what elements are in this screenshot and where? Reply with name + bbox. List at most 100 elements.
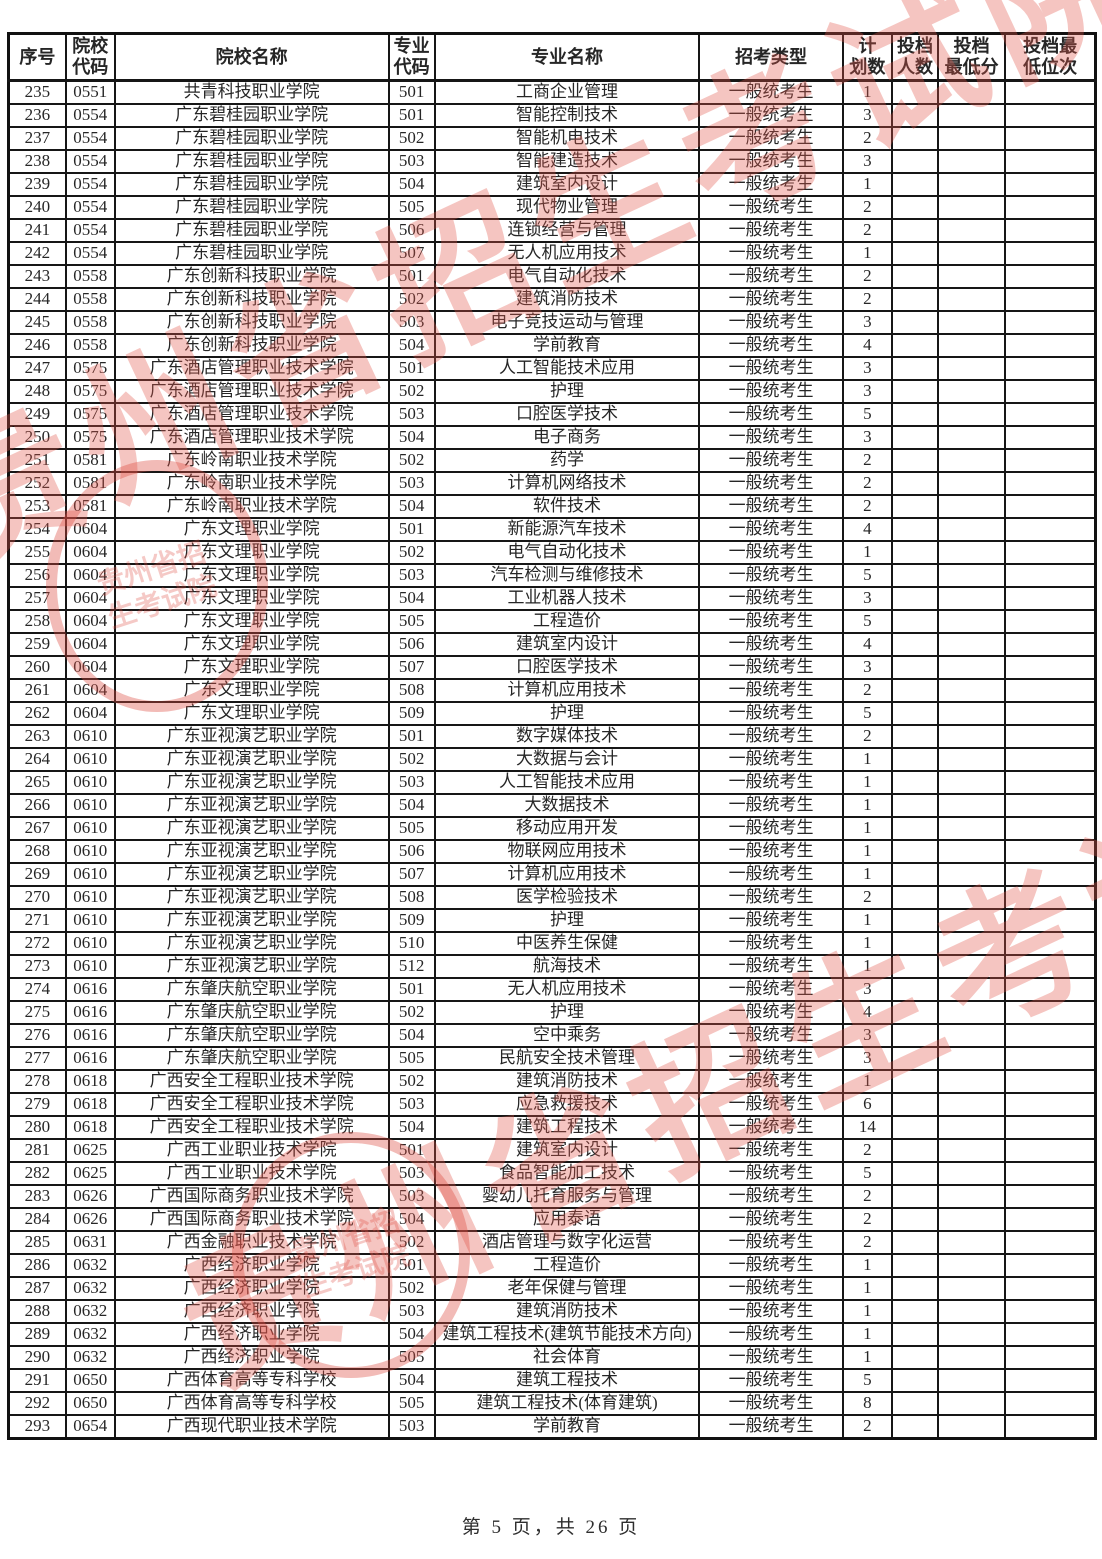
table-cell: 食品智能加工技术 bbox=[433, 1161, 701, 1186]
table-cell: 2 bbox=[841, 218, 893, 243]
table-cell: 广东肇庆航空职业学院 bbox=[113, 1046, 390, 1071]
table-cell: 0618 bbox=[64, 1092, 116, 1117]
table-cell: 1 bbox=[841, 747, 893, 772]
table-row: 249 0575 广东酒店管理职业技术学院 503 口腔医学技术 一般统考生 5 bbox=[7, 402, 1097, 427]
table-cell: 0625 bbox=[64, 1161, 116, 1186]
table-cell: 255 bbox=[7, 540, 67, 565]
table-cell bbox=[937, 1230, 1007, 1255]
table-cell: 505 bbox=[387, 1391, 436, 1416]
table-cell: 一般统考生 bbox=[698, 1138, 844, 1163]
table-cell: 建筑消防技术 bbox=[433, 1299, 701, 1324]
table-cell bbox=[937, 79, 1007, 105]
table-cell: 一般统考生 bbox=[698, 908, 844, 933]
table-cell: 291 bbox=[7, 1368, 67, 1393]
table-cell: 0575 bbox=[64, 402, 116, 427]
table-cell: 282 bbox=[7, 1161, 67, 1186]
table-cell bbox=[890, 356, 940, 381]
table-cell: 504 bbox=[387, 333, 436, 358]
table-cell: 老年保健与管理 bbox=[433, 1276, 701, 1301]
table-cell bbox=[1004, 264, 1097, 289]
table-cell bbox=[890, 1253, 940, 1278]
table-cell: 一般统考生 bbox=[698, 1000, 844, 1025]
table-row: 291 0650 广西体育高等专科学校 504 建筑工程技术 一般统考生 5 bbox=[7, 1368, 1097, 1393]
table-cell bbox=[890, 1161, 940, 1186]
table-row: 253 0581 广东岭南职业技术学院 504 软件技术 一般统考生 2 bbox=[7, 494, 1097, 519]
table-cell: 241 bbox=[7, 218, 67, 243]
table-cell: 259 bbox=[7, 632, 67, 657]
table-cell: 一般统考生 bbox=[698, 1414, 844, 1440]
table-cell bbox=[937, 839, 1007, 864]
table-cell: 502 bbox=[387, 1069, 436, 1094]
table-cell: 广西经济职业学院 bbox=[113, 1322, 390, 1347]
table-cell: 共青科技职业学院 bbox=[113, 79, 390, 105]
table-cell: 0558 bbox=[64, 264, 116, 289]
table-cell: 0616 bbox=[64, 1046, 116, 1071]
table-cell: 广西安全工程职业技术学院 bbox=[113, 1115, 390, 1140]
table-cell: 5 bbox=[841, 1368, 893, 1393]
table-cell: 278 bbox=[7, 1069, 67, 1094]
table-cell: 503 bbox=[387, 1414, 436, 1440]
table-cell: 1 bbox=[841, 79, 893, 105]
table-row: 272 0610 广东亚视演艺职业学院 510 中医养生保健 一般统考生 1 bbox=[7, 931, 1097, 956]
table-cell bbox=[1004, 1069, 1097, 1094]
table-cell: 民航安全技术管理 bbox=[433, 1046, 701, 1071]
table-cell bbox=[890, 126, 940, 151]
table-cell: 502 bbox=[387, 1276, 436, 1301]
table-cell bbox=[890, 1207, 940, 1232]
table-cell: 0610 bbox=[64, 931, 116, 956]
table-cell: 5 bbox=[841, 1161, 893, 1186]
table-cell bbox=[890, 609, 940, 634]
table-cell: 501 bbox=[387, 724, 436, 749]
table-cell bbox=[1004, 701, 1097, 726]
table-cell bbox=[890, 977, 940, 1002]
table-cell: 广东文理职业学院 bbox=[113, 701, 390, 726]
table-cell: 0581 bbox=[64, 494, 116, 519]
table-row: 292 0650 广西体育高等专科学校 505 建筑工程技术(体育建筑) 一般统考生 8 bbox=[7, 1391, 1097, 1416]
table-cell: 广东碧桂园职业学院 bbox=[113, 195, 390, 220]
table-row: 285 0631 广西金融职业技术学院 502 酒店管理与数字化运营 一般统考生 2 bbox=[7, 1230, 1097, 1255]
table-cell bbox=[937, 356, 1007, 381]
table-cell bbox=[937, 218, 1007, 243]
table-row: 244 0558 广东创新科技职业学院 502 建筑消防技术 一般统考生 2 bbox=[7, 287, 1097, 312]
table-cell bbox=[890, 655, 940, 680]
table-cell: 258 bbox=[7, 609, 67, 634]
table-cell bbox=[1004, 954, 1097, 979]
table-cell bbox=[937, 540, 1007, 565]
table-cell: 504 bbox=[387, 793, 436, 818]
table-cell: 0604 bbox=[64, 678, 116, 703]
table-cell bbox=[890, 379, 940, 404]
table-cell: 智能控制技术 bbox=[433, 103, 701, 128]
table-cell: 广西国际商务职业技术学院 bbox=[113, 1184, 390, 1209]
table-cell: 一般统考生 bbox=[698, 862, 844, 887]
table-cell: 广东岭南职业技术学院 bbox=[113, 494, 390, 519]
table-cell: 婴幼儿托育服务与管理 bbox=[433, 1184, 701, 1209]
table-cell: 一般统考生 bbox=[698, 195, 844, 220]
table-cell: 504 bbox=[387, 172, 436, 197]
table-cell: 广东亚视演艺职业学院 bbox=[113, 839, 390, 864]
table-cell: 0654 bbox=[64, 1414, 116, 1440]
table-cell: 0575 bbox=[64, 356, 116, 381]
table-cell bbox=[1004, 1000, 1097, 1025]
table-cell: 504 bbox=[387, 494, 436, 519]
table-cell bbox=[1004, 1207, 1097, 1232]
table-row: 239 0554 广东碧桂园职业学院 504 建筑室内设计 一般统考生 1 bbox=[7, 172, 1097, 197]
table-cell: 3 bbox=[841, 379, 893, 404]
table-cell: 510 bbox=[387, 931, 436, 956]
table-cell: 273 bbox=[7, 954, 67, 979]
table-cell bbox=[1004, 747, 1097, 772]
table-cell: 一般统考生 bbox=[698, 816, 844, 841]
table-cell: 503 bbox=[387, 1184, 436, 1209]
table-cell: 广东文理职业学院 bbox=[113, 563, 390, 588]
table-cell: 0575 bbox=[64, 379, 116, 404]
table-cell: 广东文理职业学院 bbox=[113, 540, 390, 565]
table-cell: 503 bbox=[387, 310, 436, 335]
table-cell bbox=[1004, 862, 1097, 887]
table-cell: 504 bbox=[387, 1115, 436, 1140]
table-cell: 一般统考生 bbox=[698, 517, 844, 542]
table-row: 260 0604 广东文理职业学院 507 口腔医学技术 一般统考生 3 bbox=[7, 655, 1097, 680]
table-cell: 264 bbox=[7, 747, 67, 772]
table-cell: 0610 bbox=[64, 724, 116, 749]
table-cell: 建筑室内设计 bbox=[433, 1138, 701, 1163]
page-number: 第 5 页，共 26 页 bbox=[461, 1517, 641, 1538]
table-cell bbox=[890, 1368, 940, 1393]
